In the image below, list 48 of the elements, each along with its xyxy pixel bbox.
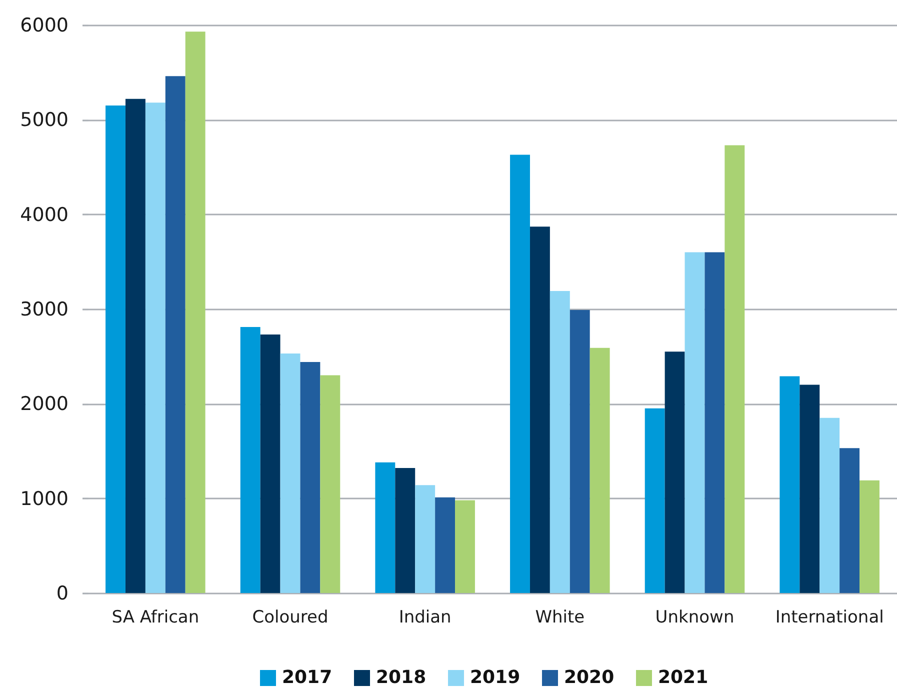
bar xyxy=(780,376,800,593)
bar xyxy=(704,252,725,593)
bar xyxy=(125,98,146,593)
y-tick-label: 5000 xyxy=(20,109,68,132)
bar xyxy=(800,384,820,593)
legend-label: 2017 xyxy=(282,667,332,688)
y-tick-label: 0 xyxy=(56,582,68,604)
legend-label: 2020 xyxy=(564,667,614,688)
y-tick-label: 3000 xyxy=(20,298,68,320)
bar xyxy=(840,448,860,593)
bar xyxy=(395,468,416,593)
bar xyxy=(644,408,665,593)
bar xyxy=(415,485,436,593)
bar xyxy=(664,352,685,593)
bar xyxy=(550,291,570,593)
bar xyxy=(260,334,280,593)
y-tick-label: 6000 xyxy=(20,14,68,36)
bar xyxy=(300,362,320,593)
x-tick-label: Unknown xyxy=(655,608,734,628)
y-tick-label: 2000 xyxy=(20,393,68,416)
x-tick-label: SA African xyxy=(112,608,200,628)
legend-label: 2019 xyxy=(470,667,520,688)
bar xyxy=(375,462,396,593)
bar xyxy=(570,310,590,593)
bar xyxy=(280,353,300,593)
bar xyxy=(320,375,340,593)
bar xyxy=(510,154,530,593)
x-tick-label: Coloured xyxy=(252,608,328,628)
legend-label: 2018 xyxy=(376,667,426,688)
bar xyxy=(820,418,840,593)
x-tick-label: White xyxy=(535,608,585,628)
bar xyxy=(590,348,610,593)
bar xyxy=(106,105,126,593)
x-tick-label: International xyxy=(775,608,884,628)
bar xyxy=(530,226,550,593)
y-tick-label: 1000 xyxy=(20,488,68,510)
bar xyxy=(185,32,206,593)
x-tick-label: Indian xyxy=(398,608,452,628)
bar xyxy=(165,76,186,593)
bar xyxy=(860,480,880,593)
bar xyxy=(684,252,705,593)
bar xyxy=(240,326,260,593)
bar xyxy=(724,145,745,593)
bar xyxy=(435,497,456,593)
y-tick-label: 4000 xyxy=(20,204,68,226)
legend-label: 2021 xyxy=(658,667,708,688)
bar xyxy=(145,102,166,593)
bar xyxy=(455,500,475,593)
